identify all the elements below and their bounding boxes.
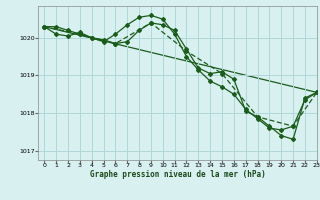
X-axis label: Graphe pression niveau de la mer (hPa): Graphe pression niveau de la mer (hPa)	[90, 170, 266, 179]
